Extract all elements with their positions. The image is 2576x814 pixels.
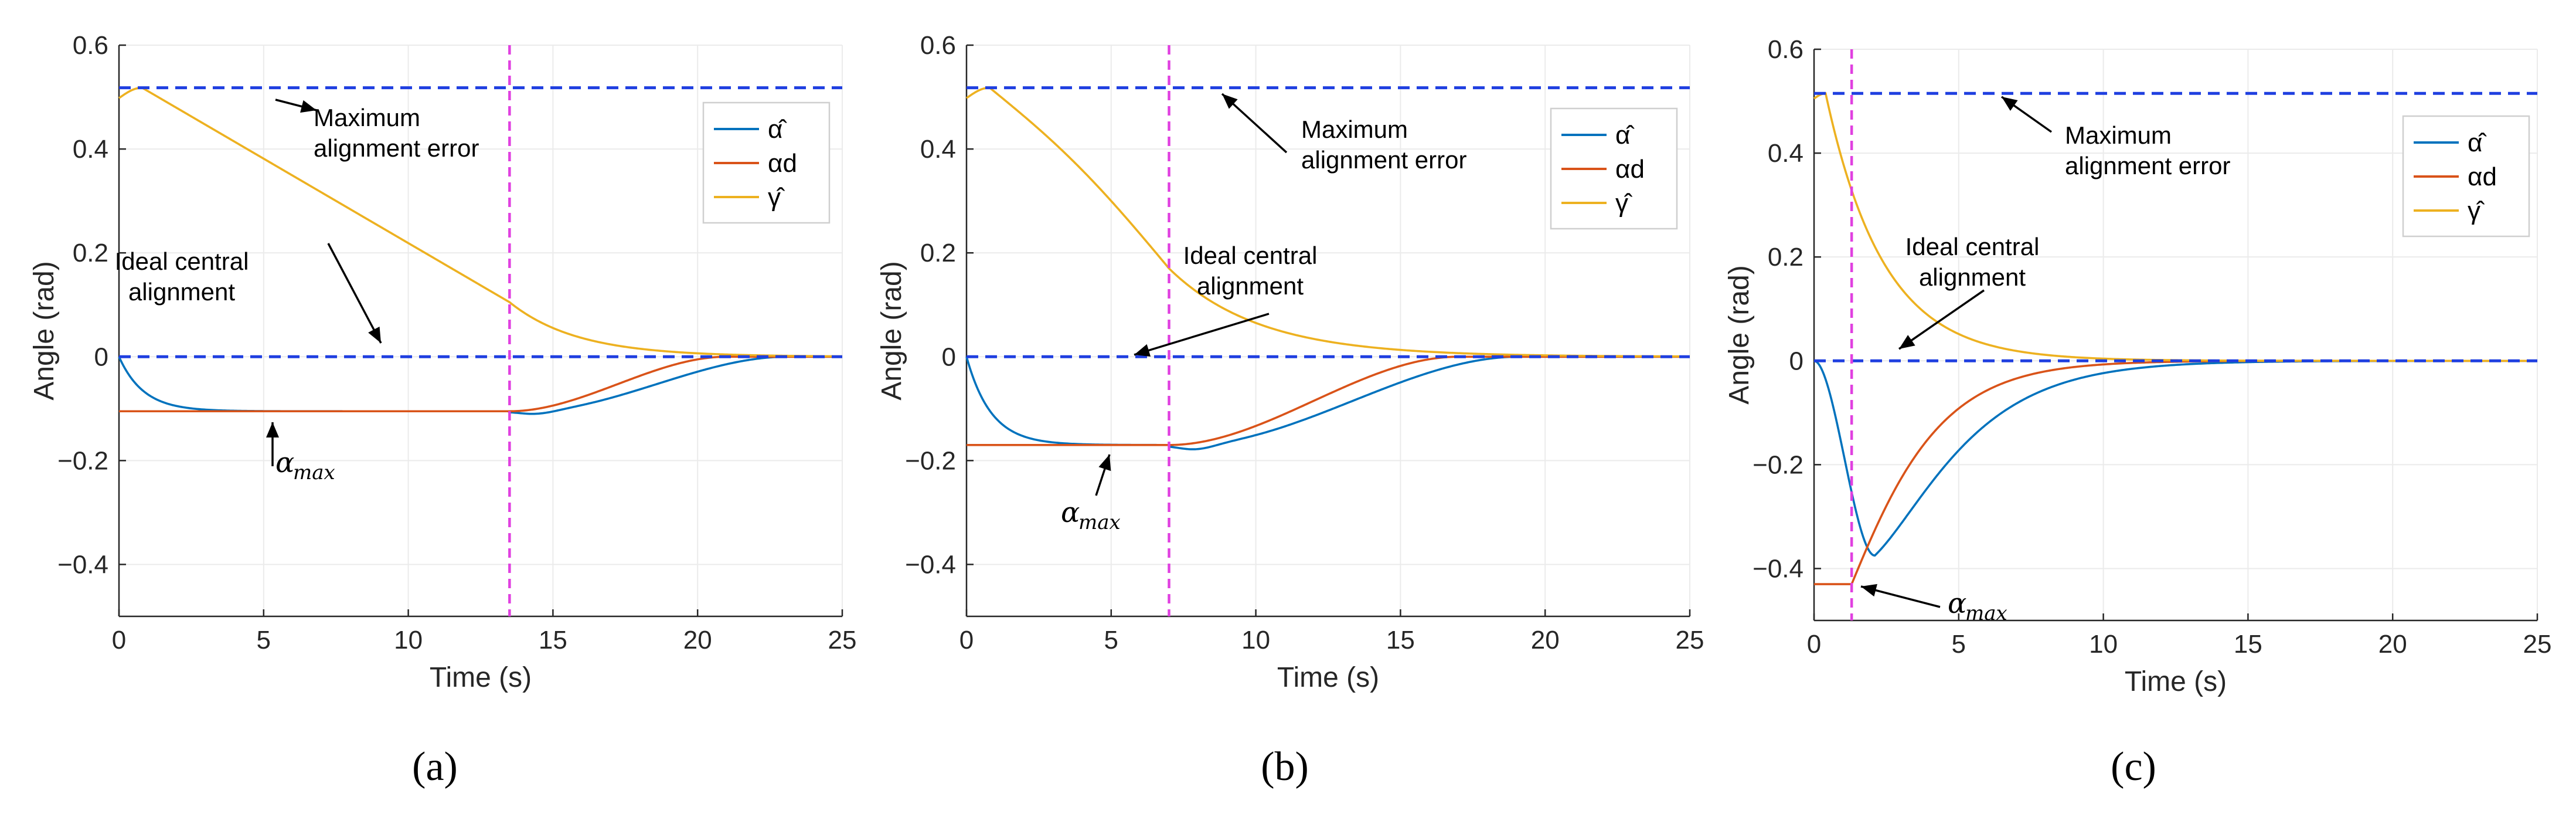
y-tick-label: 0.4 — [920, 135, 956, 164]
max-error-label: Maximum — [314, 104, 420, 131]
arrow-head — [266, 422, 279, 437]
x-tick-label: 10 — [1241, 626, 1270, 654]
panel-caption: (a) — [412, 744, 458, 789]
y-tick-label: 0 — [1789, 347, 1803, 375]
y-axis-label: Angle (rad) — [1724, 265, 1755, 404]
arrow-head — [1098, 455, 1111, 472]
x-tick-label: 20 — [683, 626, 712, 654]
x-tick-label: 25 — [1676, 626, 1704, 654]
arrow-head — [300, 100, 317, 113]
x-axis-label: Time (s) — [1277, 662, 1379, 693]
y-tick-label: 0.2 — [73, 239, 108, 267]
x-tick-label: 15 — [1386, 626, 1415, 654]
legend: α̂αdγ̂ — [2402, 115, 2530, 238]
x-tick-label: 15 — [2234, 630, 2262, 659]
annotation-arrow — [1898, 289, 1985, 350]
series-line-gamma-hat — [118, 86, 843, 358]
y-tick-label: −0.4 — [1753, 554, 1803, 583]
y-tick-label: 0.6 — [73, 31, 108, 60]
x-tick-label: 0 — [1807, 630, 1821, 659]
ideal-alignment-label: alignment — [1197, 272, 1304, 300]
arrow-head — [1861, 584, 1877, 597]
max-error-label: Maximum — [2065, 121, 2172, 149]
legend: α̂αdγ̂ — [702, 101, 831, 224]
panel-a: 0 5 10 15 20 25 −0.4 −0.2 0 0.2 0.4 0.6 Time (s) Angl… — [29, 31, 856, 789]
arrow-head — [1899, 335, 1915, 349]
y-axis-label: Angle (rad) — [876, 261, 907, 400]
alpha-max-label: α — [1948, 587, 1966, 620]
x-tick-label: 10 — [394, 626, 423, 654]
panel-caption: (b) — [1261, 744, 1309, 789]
x-tick-label: 20 — [1531, 626, 1560, 654]
y-tick-label: −0.2 — [57, 446, 108, 475]
annotation-arrow — [1134, 313, 1270, 356]
x-tick-label: 25 — [2523, 630, 2552, 659]
alpha-max-label: α — [1061, 496, 1080, 529]
x-tick-label: 5 — [1104, 626, 1118, 654]
panel-caption: (c) — [2111, 744, 2156, 789]
max-error-label: alignment error — [2065, 152, 2230, 179]
legend: α̂αdγ̂ — [1550, 107, 1678, 230]
ideal-alignment-label: alignment — [1919, 263, 2026, 291]
panel-c: 0 5 10 15 20 25 −0.4 −0.2 0 0.2 0.4 0.6 Time (s) Angl… — [1724, 35, 2551, 789]
y-tick-label: 0.2 — [1768, 243, 1803, 272]
x-axis-label: Time (s) — [430, 662, 532, 693]
y-tick-label: −0.2 — [1753, 450, 1803, 479]
legend-box — [702, 101, 831, 224]
x-tick-label: 25 — [828, 626, 857, 654]
annotation-arrow — [327, 243, 382, 344]
arrow-head — [2002, 97, 2018, 111]
alpha-max-subscript: max — [293, 461, 335, 484]
y-tick-label: 0 — [94, 342, 108, 371]
legend-label: αd — [768, 149, 797, 178]
y-tick-label: −0.4 — [905, 550, 956, 579]
arrow-head — [1134, 344, 1151, 357]
panel-b: 0 5 10 15 20 25 −0.4 −0.2 0 0.2 0.4 0.6 Time (s) Angl… — [876, 31, 1704, 789]
x-tick-label: 5 — [1952, 630, 1966, 659]
alpha-max-subscript: max — [1965, 602, 2007, 625]
arrow-head — [368, 326, 381, 343]
x-tick-label: 10 — [2089, 630, 2118, 659]
x-axis-label: Time (s) — [2125, 666, 2227, 697]
y-tick-label: 0.6 — [1768, 35, 1803, 64]
y-tick-label: −0.2 — [905, 446, 956, 475]
y-tick-label: 0 — [942, 342, 956, 371]
ideal-alignment-label: Ideal central — [1905, 233, 2040, 260]
ideal-alignment-label: alignment — [128, 278, 235, 306]
y-axis-label: Angle (rad) — [29, 261, 60, 400]
alpha-max-label: α — [275, 446, 294, 479]
x-tick-label: 20 — [2378, 630, 2407, 659]
ideal-alignment-label: Ideal central — [115, 247, 249, 275]
arrow-head — [1222, 94, 1238, 109]
ideal-alignment-label: Ideal central — [1183, 242, 1318, 269]
max-error-label: alignment error — [314, 134, 479, 162]
y-tick-label: 0.4 — [73, 135, 108, 164]
max-error-label: Maximum — [1301, 116, 1408, 143]
y-tick-label: −0.4 — [57, 550, 108, 579]
x-tick-label: 0 — [112, 626, 126, 654]
alpha-max-subscript: max — [1078, 511, 1121, 534]
x-tick-label: 15 — [539, 626, 567, 654]
y-tick-label: 0.2 — [920, 239, 956, 267]
legend-label: αd — [1615, 155, 1645, 184]
max-error-label: alignment error — [1301, 146, 1466, 174]
x-tick-label: 5 — [257, 626, 271, 654]
legend-label: αd — [2468, 162, 2497, 191]
y-tick-label: 0.4 — [1768, 139, 1803, 168]
y-tick-label: 0.6 — [920, 31, 956, 60]
x-tick-label: 0 — [959, 626, 974, 654]
